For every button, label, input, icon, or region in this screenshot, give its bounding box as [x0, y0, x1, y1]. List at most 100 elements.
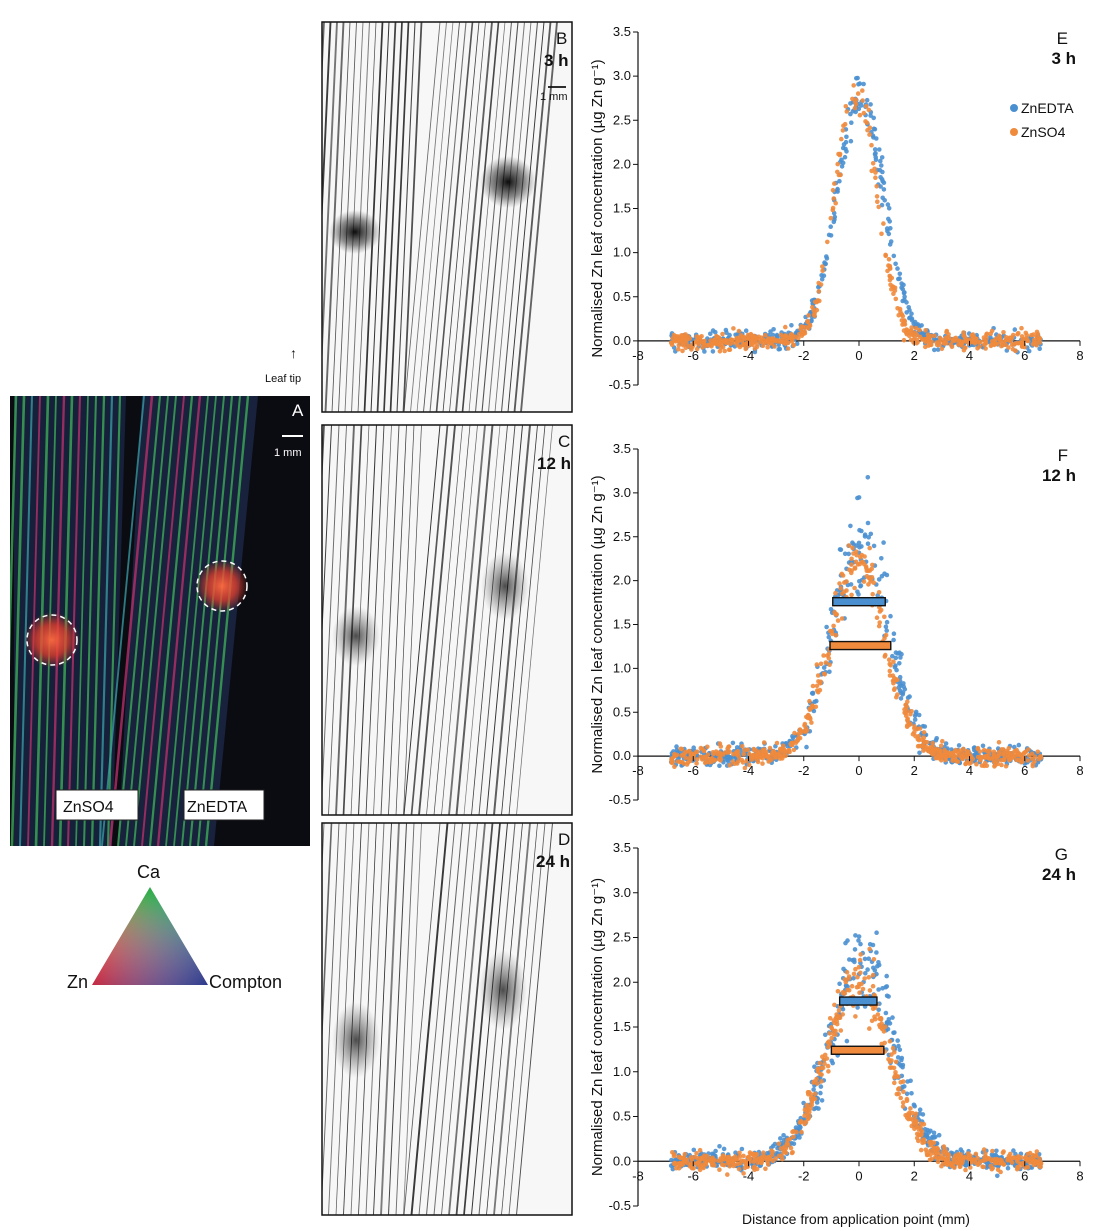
leaf-vein [380, 425, 400, 815]
data-point [1013, 348, 1018, 354]
data-point [897, 271, 903, 277]
data-point [742, 747, 747, 753]
data-point [717, 750, 722, 755]
data-point [856, 964, 862, 970]
data-point [905, 717, 910, 723]
data-point [924, 740, 930, 745]
data-point [803, 325, 808, 330]
data-point [858, 970, 863, 976]
data-point [814, 1081, 820, 1086]
data-point [732, 761, 737, 767]
leaf-vein [468, 22, 506, 412]
y-axis-label: Normalised Zn leaf concentration (µg Zn … [589, 59, 606, 357]
data-point [767, 336, 773, 342]
data-point [941, 1144, 947, 1149]
data-point [1025, 1151, 1031, 1157]
data-point [684, 341, 689, 346]
data-point [805, 319, 810, 325]
data-point [848, 111, 853, 117]
data-point [854, 549, 859, 554]
data-point [975, 1162, 981, 1168]
data-point [826, 1039, 832, 1044]
data-point [818, 1084, 824, 1089]
y-tick-label: 2.5 [613, 529, 631, 544]
data-point [858, 103, 864, 108]
data-point [891, 284, 896, 290]
data-point [877, 1022, 882, 1028]
y-tick-label: 3.5 [613, 441, 631, 456]
data-point [827, 669, 832, 675]
data-point [963, 761, 968, 767]
data-point [835, 989, 841, 994]
data-point [917, 750, 922, 756]
data-point [755, 759, 761, 765]
data-point [977, 749, 983, 754]
data-point [694, 749, 699, 755]
y-tick-label: 0.5 [613, 1109, 631, 1124]
data-point [886, 231, 892, 237]
data-point [838, 1028, 844, 1033]
data-point [810, 691, 816, 696]
data-point [958, 1164, 963, 1169]
data-point [938, 749, 943, 754]
data-point [669, 760, 675, 766]
leaf-vein [380, 823, 400, 1215]
data-point [940, 738, 945, 744]
data-point [780, 746, 785, 751]
data-point [842, 121, 848, 127]
data-point [704, 756, 709, 762]
leaf-vein [441, 823, 478, 1215]
data-point [874, 184, 879, 189]
data-point [870, 983, 876, 989]
range-bar-ZnEDTA [838, 996, 878, 1006]
data-point [893, 261, 898, 267]
data-point [723, 338, 729, 344]
y-tick-label: -0.5 [609, 792, 631, 807]
data-point [1016, 742, 1022, 748]
data-point [909, 325, 914, 330]
data-point [694, 334, 700, 339]
data-point [774, 740, 780, 746]
data-point [902, 294, 907, 300]
leaf-vein [500, 22, 539, 412]
data-point [895, 1055, 901, 1060]
data-point [855, 495, 860, 501]
data-point [865, 475, 871, 480]
y-axis-label: Normalised Zn leaf concentration (µg Zn … [589, 475, 606, 773]
data-point [920, 1140, 925, 1146]
data-point [855, 562, 861, 567]
leaf-vein [486, 425, 523, 815]
data-point [897, 661, 902, 666]
data-point [913, 325, 919, 331]
data-point [873, 175, 878, 180]
data-point [820, 264, 825, 269]
data-point [716, 339, 721, 345]
data-point [880, 195, 885, 201]
data-point [852, 959, 857, 965]
data-point [942, 341, 948, 346]
data-point [933, 1134, 938, 1140]
data-point [896, 1086, 902, 1091]
data-point [837, 981, 842, 987]
data-point [878, 158, 883, 164]
data-point [808, 1095, 814, 1101]
data-point [904, 1091, 910, 1097]
data-point [949, 344, 955, 350]
leaf-vein [173, 396, 217, 846]
data-point [952, 1154, 958, 1159]
data-point [892, 665, 898, 670]
data-point [998, 757, 1004, 763]
chart-G: -0.5 0.0 0.5 1.0 1.5 2.0 2.5 3.0 3.5 Normalised Z… [589, 840, 1084, 1213]
data-point [943, 741, 949, 746]
data-point [827, 1031, 832, 1036]
data-point [675, 759, 681, 764]
data-point [905, 699, 910, 704]
x-tick-label: -8 [632, 1168, 644, 1183]
data-point [886, 1057, 891, 1062]
data-point [844, 970, 850, 975]
data-point [725, 1161, 731, 1166]
data-point [905, 695, 911, 700]
data-point [727, 347, 733, 353]
series-ZnSO4 [669, 543, 1044, 771]
data-point [806, 1090, 812, 1095]
